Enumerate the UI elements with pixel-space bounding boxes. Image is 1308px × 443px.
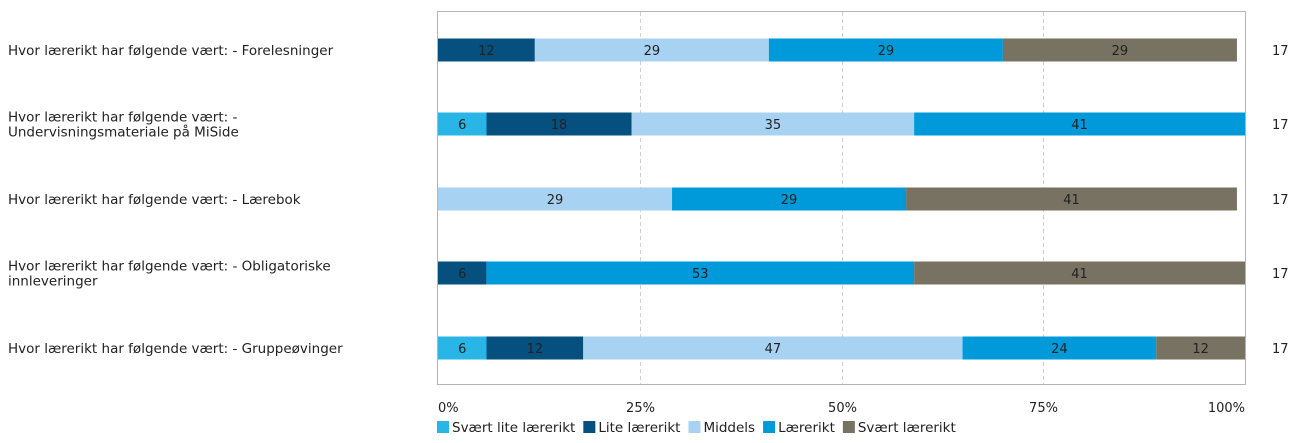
- bar-segment: [1156, 336, 1245, 360]
- bar-segment: [631, 112, 915, 136]
- bar-value-label: 35: [765, 118, 782, 133]
- legend-swatch: [583, 421, 596, 433]
- bar-segment: [906, 187, 1237, 211]
- bar-segment: [486, 261, 915, 285]
- legend-swatch: [437, 421, 449, 433]
- response-count: 17: [1272, 342, 1289, 357]
- bar-segment: [438, 261, 487, 285]
- bar-segment: [672, 187, 907, 211]
- category-labels: Hvor lærerikt har følgende vært: - Forel…: [8, 43, 343, 357]
- bar-value-label: 24: [1051, 342, 1068, 357]
- bar-value-label: 29: [781, 193, 798, 208]
- x-tick-label: 75%: [1029, 401, 1058, 416]
- bar-segment: [914, 261, 1245, 285]
- response-count: 17: [1272, 118, 1289, 133]
- bar-value-label: 29: [644, 44, 661, 59]
- bar-value-label: 6: [458, 342, 466, 357]
- bar-value-label: 47: [765, 342, 782, 357]
- bar-value-label: 41: [1063, 193, 1080, 208]
- legend-label: Svært lite lærerikt: [452, 420, 575, 436]
- category-label: Hvor lærerikt har følgende vært: - Oblig…: [8, 259, 331, 275]
- x-axis-ticks: 0% 25% 50% 75% 100%: [438, 401, 1245, 416]
- bar-value-label: 41: [1071, 118, 1088, 133]
- category-label: Hvor lærerikt har følgende vært: - Læreb…: [8, 192, 301, 208]
- category-label: innleveringer: [8, 274, 98, 290]
- bar-segment: [438, 38, 535, 62]
- x-tick-label: 25%: [626, 401, 655, 416]
- legend-label: Middels: [703, 420, 755, 436]
- response-count: 17: [1272, 193, 1289, 208]
- category-label: Hvor lærerikt har følgende vært: -: [8, 110, 237, 126]
- legend-swatch: [688, 421, 701, 433]
- bar-segment: [486, 336, 584, 360]
- response-count: 17: [1272, 267, 1289, 282]
- legend-label: Lite lærerikt: [598, 420, 680, 436]
- bar-value-label: 29: [547, 193, 564, 208]
- bar-segment: [438, 112, 487, 136]
- bars: 12 29 29 29 6 18 35 41 29 29 41 6 53 41 6 12 47 24 12: [438, 38, 1245, 360]
- bar-segment: [1002, 38, 1237, 62]
- x-tick-label: 100%: [1208, 401, 1245, 416]
- bar-value-label: 6: [458, 118, 466, 133]
- bar-segment: [914, 112, 1245, 136]
- bar-value-label: 53: [692, 267, 709, 282]
- bar-value-label: 29: [878, 44, 895, 59]
- bar-segment: [486, 112, 632, 136]
- bar-value-label: 18: [551, 118, 568, 133]
- bar-segment: [438, 336, 487, 360]
- category-label: Hvor lærerikt har følgende vært: - Grupp…: [8, 341, 343, 357]
- bar-value-label: 12: [478, 44, 495, 59]
- bar-value-label: 29: [1112, 44, 1129, 59]
- legend-swatch: [763, 421, 776, 433]
- bar-value-label: 12: [527, 342, 544, 357]
- bar-segment: [962, 336, 1157, 360]
- legend-label: Lærerikt: [778, 420, 835, 436]
- bar-segment: [534, 38, 769, 62]
- category-label: Undervisningsmateriale på MiSide: [8, 124, 239, 141]
- bar-value-label: 41: [1071, 267, 1088, 282]
- x-tick-label: 50%: [828, 401, 857, 416]
- plot-frame: [437, 11, 1246, 385]
- legend: Svært lite lærerikt Lite lærerikt Middels L…: [437, 420, 956, 436]
- category-label: Hvor lærerikt har følgende vært: - Forel…: [8, 43, 334, 59]
- bar-segment: [768, 38, 1003, 62]
- response-count: 17: [1272, 44, 1289, 59]
- bar-value-label: 12: [1192, 342, 1209, 357]
- response-counts: 17 17 17 17 17: [1272, 44, 1289, 357]
- bar-value-label: 6: [458, 267, 466, 282]
- x-tick-label: 0%: [438, 401, 459, 416]
- bar-segment: [438, 187, 673, 211]
- legend-label: Svært lærerikt: [858, 420, 956, 436]
- legend-swatch: [842, 421, 855, 433]
- bar-segment: [583, 336, 963, 360]
